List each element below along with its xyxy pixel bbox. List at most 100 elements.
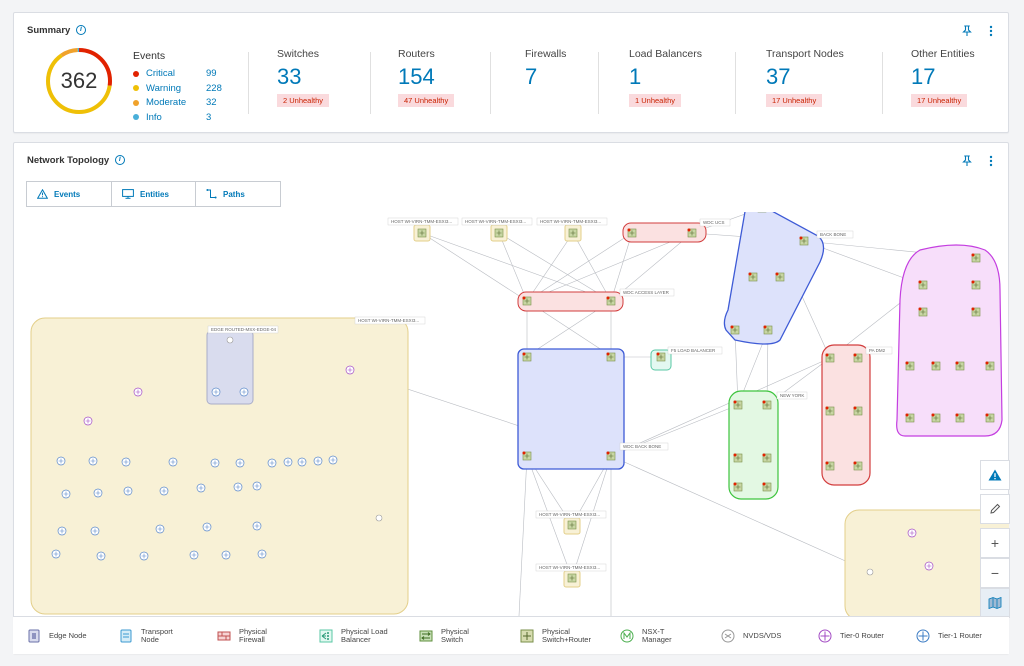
switch-router-node[interactable] [763, 325, 773, 335]
switch-router-node[interactable] [918, 280, 928, 290]
switch-router-node[interactable] [748, 272, 758, 282]
event-row-critical[interactable]: Critical 99 [133, 68, 217, 79]
switch-router-node[interactable] [627, 228, 637, 238]
switch-router-node[interactable] [853, 461, 863, 471]
tier1-router-node[interactable] [96, 551, 106, 561]
switch-router-node[interactable] [931, 413, 941, 423]
event-label[interactable]: Moderate [146, 97, 187, 108]
event-count[interactable]: 32 [206, 97, 217, 108]
tier1-router-node[interactable] [313, 456, 323, 466]
switch-router-node[interactable] [825, 406, 835, 416]
tier0-router-node[interactable] [83, 416, 93, 426]
info-icon[interactable]: i [75, 25, 86, 36]
alert-button[interactable] [980, 460, 1010, 490]
switch-router-node[interactable] [825, 461, 835, 471]
switch-router-node[interactable] [733, 453, 743, 463]
switch-router-node[interactable] [567, 520, 577, 530]
edit-button[interactable] [980, 494, 1010, 524]
nvds-node[interactable] [375, 514, 383, 522]
tier1-router-node[interactable] [61, 489, 71, 499]
tier1-router-node[interactable] [239, 387, 249, 397]
tier1-router-node[interactable] [328, 455, 338, 465]
switch-router-node[interactable] [687, 228, 697, 238]
switch-router-node[interactable] [918, 307, 928, 317]
topology-canvas[interactable]: EDGE ROUTED-MSX-EDGE-04 HOST WI-VIRN-TMM… [13, 212, 1009, 616]
tier0-router-node[interactable] [345, 365, 355, 375]
unhealthy-badge[interactable]: 2 Unhealthy [277, 94, 330, 107]
tier1-router-node[interactable] [189, 550, 199, 560]
tier1-router-node[interactable] [56, 456, 66, 466]
switch-router-node[interactable] [955, 413, 965, 423]
tier1-router-node[interactable] [88, 456, 98, 466]
stat-value[interactable]: 7 [525, 64, 538, 89]
event-label[interactable]: Critical [146, 68, 176, 79]
more-vertical-icon[interactable] [984, 154, 998, 168]
tier1-router-node[interactable] [211, 387, 221, 397]
tier1-router-node[interactable] [267, 458, 277, 468]
switch-router-node[interactable] [606, 451, 616, 461]
tier1-router-node[interactable] [210, 458, 220, 468]
switch-router-node[interactable] [799, 236, 809, 246]
event-row-warning[interactable]: Warning 228 [133, 83, 222, 94]
switch-router-node[interactable] [522, 352, 532, 362]
switch-router-node[interactable] [905, 361, 915, 371]
tier1-router-node[interactable] [121, 457, 131, 467]
event-row-info[interactable]: Info 3 [133, 112, 211, 123]
switch-router-node[interactable] [522, 451, 532, 461]
switch-router-node[interactable] [522, 296, 532, 306]
switch-router-node[interactable] [775, 272, 785, 282]
stat-value[interactable]: 37 [766, 64, 791, 89]
stat-value[interactable]: 33 [277, 64, 302, 89]
switch-router-node[interactable] [905, 413, 915, 423]
tier1-router-node[interactable] [257, 549, 267, 559]
tab-events[interactable]: Events [27, 182, 112, 206]
tier0-router-node[interactable] [133, 387, 143, 397]
tier1-router-node[interactable] [168, 457, 178, 467]
nvds-node[interactable] [866, 568, 874, 576]
event-label[interactable]: Warning [146, 82, 182, 94]
switch-router-node[interactable] [494, 228, 504, 238]
tier1-router-node[interactable] [123, 486, 133, 496]
tier1-router-node[interactable] [51, 549, 61, 559]
switch-router-node[interactable] [733, 482, 743, 492]
info-icon[interactable]: i [114, 155, 125, 166]
switch-router-node[interactable] [730, 325, 740, 335]
tier1-router-node[interactable] [252, 521, 262, 531]
switch-router-node[interactable] [971, 280, 981, 290]
tier0-router-node[interactable] [907, 528, 917, 538]
switch-router-node[interactable] [762, 400, 772, 410]
switch-router-node[interactable] [971, 253, 981, 263]
zoom-out-button[interactable]: − [980, 558, 1010, 588]
zoom-in-button[interactable]: + [980, 528, 1010, 558]
tier1-router-node[interactable] [93, 488, 103, 498]
event-count[interactable]: 99 [206, 68, 217, 79]
tier0-router-node[interactable] [924, 561, 934, 571]
pin-icon[interactable] [960, 24, 974, 38]
switch-router-node[interactable] [853, 353, 863, 363]
switch-router-node[interactable] [762, 482, 772, 492]
tier1-router-node[interactable] [221, 550, 231, 560]
event-count[interactable]: 3 [206, 111, 212, 123]
tier1-router-node[interactable] [283, 457, 293, 467]
switch-router-node[interactable] [568, 228, 578, 238]
switch-router-node[interactable] [606, 352, 616, 362]
tab-entities[interactable]: Entities [112, 182, 196, 206]
tier1-router-node[interactable] [235, 458, 245, 468]
switch-router-node[interactable] [825, 353, 835, 363]
switch-router-node[interactable] [733, 400, 743, 410]
stat-value[interactable]: 17 [911, 64, 936, 89]
switch-router-node[interactable] [606, 296, 616, 306]
stat-value[interactable]: 1 [629, 64, 642, 89]
tier1-router-node[interactable] [196, 483, 206, 493]
tier1-router-node[interactable] [139, 551, 149, 561]
unhealthy-badge[interactable]: 1 Unhealthy [629, 94, 682, 107]
tier1-router-node[interactable] [202, 522, 212, 532]
switch-router-node[interactable] [985, 413, 995, 423]
tier1-router-node[interactable] [155, 524, 165, 534]
switch-router-node[interactable] [931, 361, 941, 371]
minimap-button[interactable] [980, 588, 1010, 618]
switch-router-node[interactable] [417, 228, 427, 238]
event-count[interactable]: 228 [206, 82, 222, 94]
tier1-router-node[interactable] [159, 486, 169, 496]
pin-icon[interactable] [960, 154, 974, 168]
